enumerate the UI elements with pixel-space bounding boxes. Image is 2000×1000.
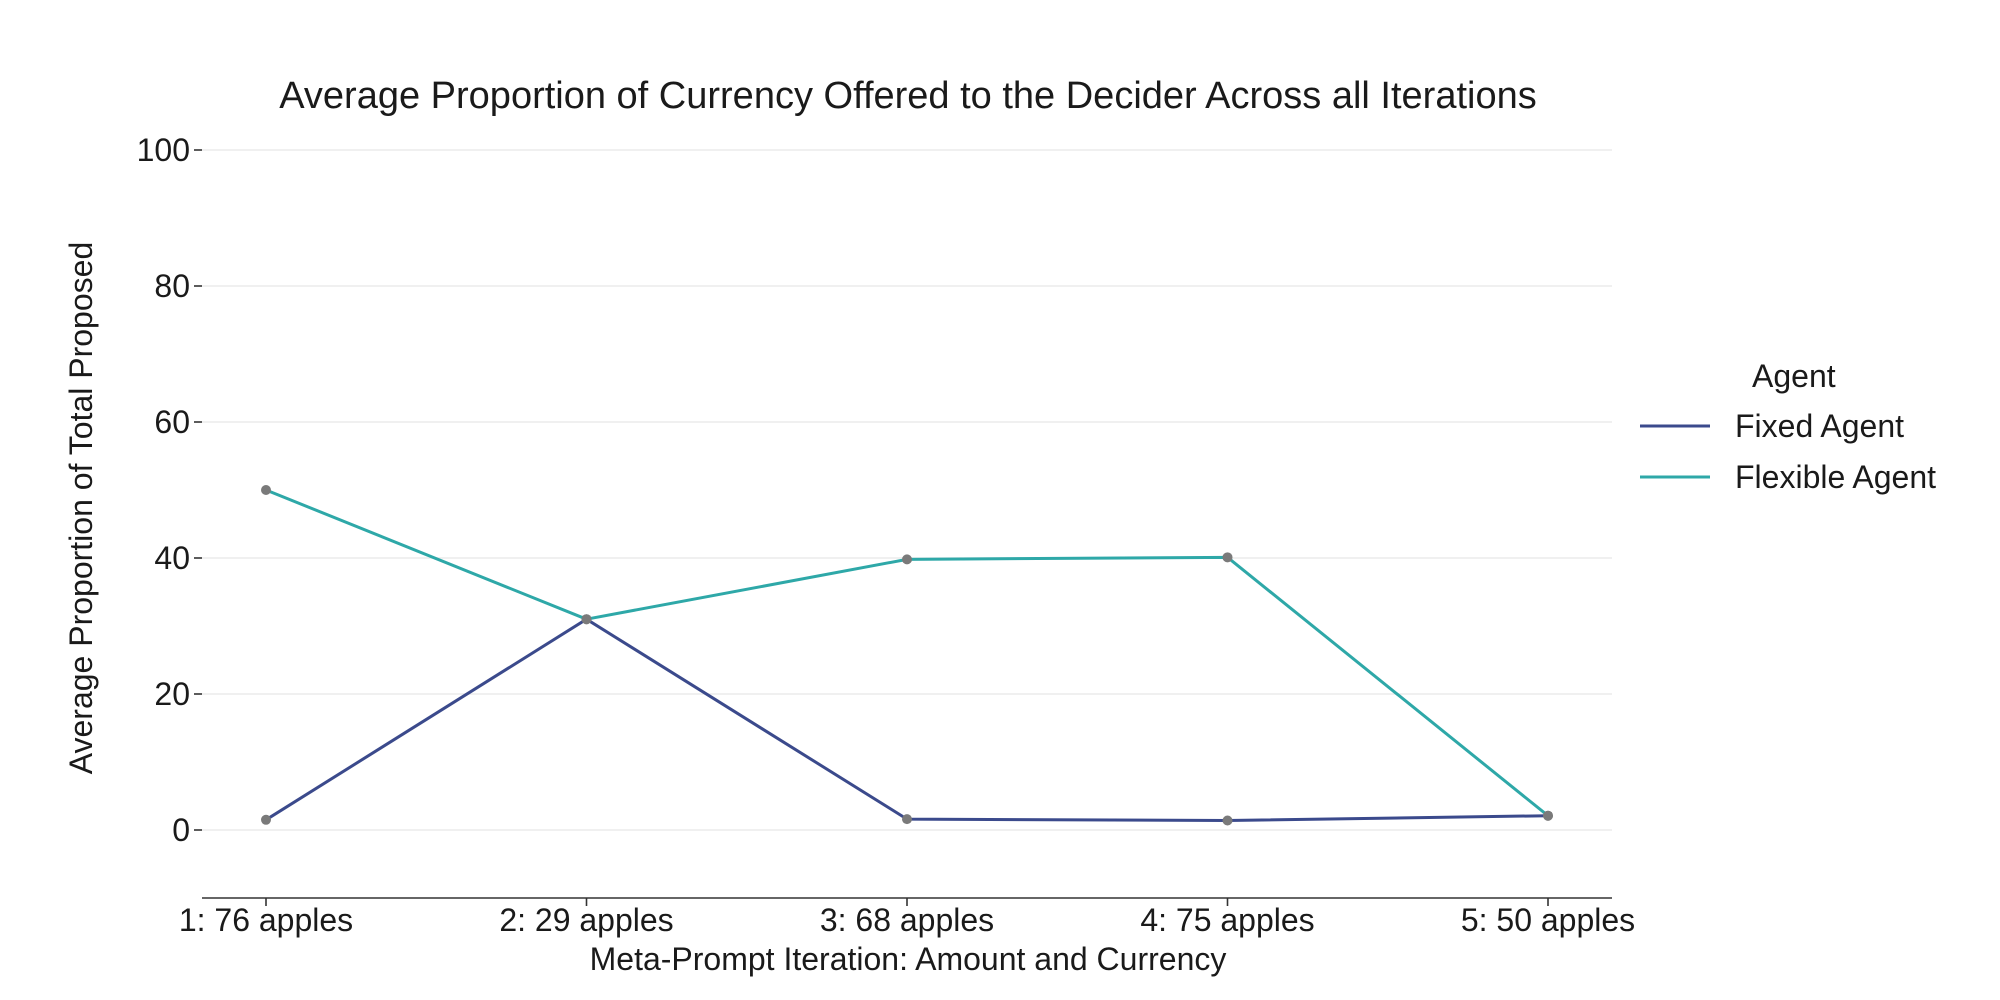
data-points [261,485,1553,826]
y-tick-label-100: 100 [137,132,190,168]
data-point-fixed-agent-1 [261,814,271,825]
data-point-flexible-agent-5 [1543,810,1553,821]
axes: 0 20 40 60 80 100 1: 76 apples 2: 29 apples 3: 6… [137,132,1636,938]
series-lines [265,488,1549,822]
y-tick-label-80: 80 [154,268,190,304]
x-tick-label-5: 5: 50 apples [1461,902,1635,938]
series-line-flexible-agent [265,488,1549,817]
series-line-fixed-agent [265,617,1549,822]
data-point-fixed-agent-4 [1222,815,1233,826]
data-point-flexible-agent-1 [261,485,271,495]
data-point-flexible-agent-2 [581,614,592,625]
x-tick-label-4: 4: 75 apples [1140,902,1314,938]
y-tick-label-0: 0 [172,812,190,848]
y-tick-label-20: 20 [154,676,190,712]
x-tick-label-2: 2: 29 apples [499,902,673,938]
chart-title: Average Proportion of Currency Offered t… [279,75,1536,117]
legend-label-flexible-agent: Flexible Agent [1735,459,1936,495]
legend: Agent Fixed Agent Flexible Agent [1640,358,1936,495]
y-tick-label-40: 40 [154,540,190,576]
y-axis-label: Average Proportion of Total Proposed [63,242,99,775]
y-tick-label-60: 60 [154,404,190,440]
data-point-flexible-agent-4 [1222,552,1233,563]
legend-title: Agent [1752,358,1836,394]
x-tick-label-1: 1: 76 apples [179,902,353,938]
x-axis-label: Meta-Prompt Iteration: Amount and Curren… [590,941,1227,977]
data-point-fixed-agent-3 [902,814,912,825]
data-point-flexible-agent-3 [902,554,912,565]
x-tick-label-3: 3: 68 apples [820,902,994,938]
legend-label-fixed-agent: Fixed Agent [1735,408,1904,444]
